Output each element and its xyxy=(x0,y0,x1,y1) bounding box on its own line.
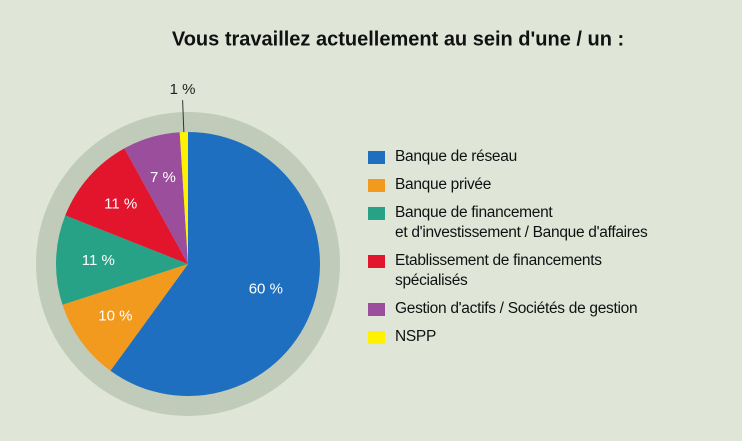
pie-slice xyxy=(124,132,188,264)
pie-slice xyxy=(62,264,188,371)
legend-label: Banque de financement et d'investissemen… xyxy=(395,204,648,241)
value-label: 11 % xyxy=(82,252,115,269)
legend-label: Banque privée xyxy=(395,176,492,193)
legend: Banque de réseau Banque privée Banque de f… xyxy=(368,147,648,347)
leader-line xyxy=(182,100,185,133)
legend-item: Banque privée xyxy=(368,175,647,195)
legend-label: Banque de réseau xyxy=(395,148,517,165)
legend-item: Gestion d'actifs / Sociétés de gestion xyxy=(368,299,647,319)
pie-slice xyxy=(179,132,188,264)
legend-swatch xyxy=(368,255,385,268)
value-label: 10 % xyxy=(98,308,132,325)
pie-slice xyxy=(55,215,189,305)
chart-title: Vous travaillez actuellement au sein d'u… xyxy=(172,28,624,50)
legend-item: Etablissement de financements spécialisé… xyxy=(368,251,647,291)
legend-swatch xyxy=(368,179,385,192)
value-label: 11 % xyxy=(104,196,137,213)
pie-slice xyxy=(65,148,188,264)
value-label: 7 % xyxy=(150,169,176,186)
legend-label: Gestion d'actifs / Sociétés de gestion xyxy=(395,300,638,317)
legend-swatch xyxy=(368,331,385,344)
legend-swatch xyxy=(368,207,385,220)
pie-slice xyxy=(110,132,320,396)
legend-swatch xyxy=(368,151,385,164)
legend-item: NSPP xyxy=(368,327,647,347)
legend-label: Etablissement de financements spécialisé… xyxy=(395,252,602,289)
legend-label: NSPP xyxy=(395,328,437,345)
legend-swatch xyxy=(368,303,385,316)
value-label: 60 % xyxy=(249,280,283,297)
value-label: 1 % xyxy=(170,81,196,98)
legend-item: Banque de financement et d'investissemen… xyxy=(368,203,648,243)
legend-item: Banque de réseau xyxy=(368,147,647,167)
